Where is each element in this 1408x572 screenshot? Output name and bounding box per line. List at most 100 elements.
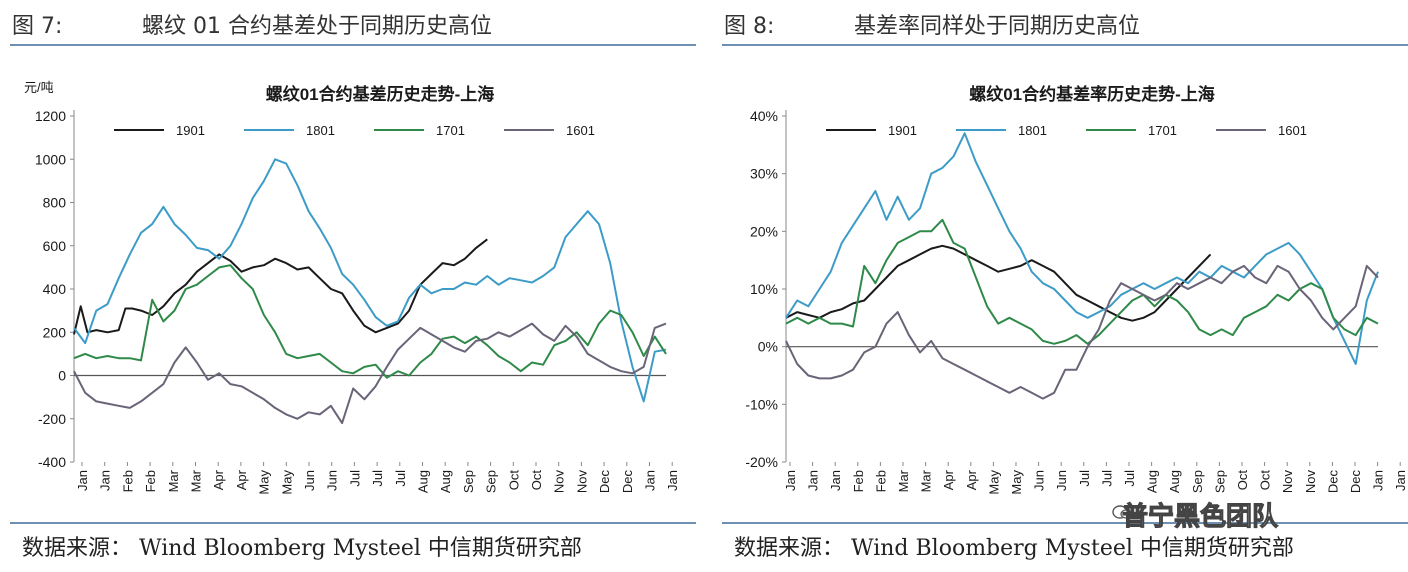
x-tick-label: Dec xyxy=(597,470,612,494)
x-tick-label: Jul xyxy=(347,470,362,487)
legend-label-1901: 1901 xyxy=(176,123,205,138)
x-tick-label: Jun xyxy=(325,470,340,491)
x-tick-label: Aug xyxy=(416,470,431,493)
x-tick-label: Jan xyxy=(665,470,680,491)
x-tick-label: Jan xyxy=(806,470,821,491)
x-tick-label: Jan xyxy=(1371,470,1386,491)
y-tick-label: 1200 xyxy=(35,108,66,124)
basis-rate-line-chart: 螺纹01合约基差率历史走势-上海 -20% -10% 0% 10% 20% 30% 40% Ja… xyxy=(745,84,1408,495)
y-tick-label: 40% xyxy=(750,108,778,124)
figure-header: 图 7: 螺纹 01 合约基差处于同期历史高位 xyxy=(12,8,492,40)
x-tick-label: Feb xyxy=(873,470,888,492)
x-tick-label: Apr xyxy=(211,469,226,490)
y-tick-label: -20% xyxy=(745,454,778,470)
x-tick-label: Oct xyxy=(506,470,521,491)
x-tick-label: Nov xyxy=(1280,470,1295,494)
series-line-1901 xyxy=(73,238,488,335)
header-rule xyxy=(722,44,1408,46)
x-tick-label: Mar xyxy=(919,469,934,492)
x-tick-label: Aug xyxy=(1145,470,1160,493)
figure-title: 基差率同样处于同期历史高位 xyxy=(854,14,1141,39)
series-line-1701 xyxy=(785,218,1379,345)
x-tick-label: May xyxy=(1009,470,1024,495)
series-line-1801 xyxy=(73,158,667,403)
y-tick-label: -200 xyxy=(38,411,66,427)
y-tick-label: 0 xyxy=(58,368,66,384)
header-rule xyxy=(10,44,696,46)
x-tick-label: Feb xyxy=(851,470,866,492)
figure-title: 螺纹 01 合约基差处于同期历史高位 xyxy=(142,14,492,39)
series-line-1601 xyxy=(73,322,667,425)
x-tick-label: Oct xyxy=(1258,470,1273,491)
y-tick-label: 800 xyxy=(43,195,67,211)
legend-label-1601: 1601 xyxy=(566,123,595,138)
x-tick-label: May xyxy=(986,470,1001,495)
series-line-1801 xyxy=(785,132,1379,365)
x-tick-label: Oct xyxy=(529,470,544,491)
legend-label-1801: 1801 xyxy=(306,123,335,138)
y-tick-label: 0% xyxy=(758,339,778,355)
x-tick-label: Jul xyxy=(1077,470,1092,487)
chart-title: 螺纹01合约基差率历史走势-上海 xyxy=(969,84,1215,104)
footer-rule xyxy=(722,522,1408,524)
x-tick-label: Sep xyxy=(461,470,476,493)
x-tick-label: Apr xyxy=(941,469,956,490)
legend-label-1701: 1701 xyxy=(436,123,465,138)
legend-label-1801: 1801 xyxy=(1018,123,1047,138)
series-line-1901 xyxy=(785,244,1212,322)
x-tick-label: Apr xyxy=(964,469,979,490)
y-tick-label: 1000 xyxy=(35,151,66,167)
x-tick-label: May xyxy=(257,470,272,495)
y-tick-label: -400 xyxy=(38,454,66,470)
x-tick-label: Jan xyxy=(828,470,843,491)
figure-header: 图 8: 基差率同样处于同期历史高位 xyxy=(724,8,1140,40)
y-tick-label: 400 xyxy=(43,281,67,297)
source-note: 数据来源： Wind Bloomberg Mysteel 中信期货研究部 xyxy=(22,536,582,561)
source-note: 数据来源： Wind Bloomberg Mysteel 中信期货研究部 xyxy=(734,536,1294,561)
y-tick-label: 20% xyxy=(750,223,778,239)
x-tick-label: Feb xyxy=(143,470,158,492)
x-tick-label: Jan xyxy=(98,470,113,491)
y-tick-label: -10% xyxy=(745,396,778,412)
legend-label-1901: 1901 xyxy=(888,123,917,138)
x-tick-label: Sep xyxy=(1212,470,1227,493)
x-tick-label: Sep xyxy=(1190,470,1205,493)
x-tick-label: Nov xyxy=(552,470,567,494)
x-tick-label: Jan xyxy=(75,470,90,491)
wechat-icon xyxy=(1112,505,1132,519)
x-tick-label: Oct xyxy=(1235,470,1250,491)
x-tick-label: Jan xyxy=(643,470,658,491)
y-tick-label: 200 xyxy=(43,324,67,340)
x-tick-label: Apr xyxy=(234,469,249,490)
series-line-1701 xyxy=(73,264,667,379)
y-tick-label: 10% xyxy=(750,281,778,297)
x-tick-label: Jun xyxy=(1032,470,1047,491)
x-tick-label: Nov xyxy=(574,470,589,494)
x-tick-label: Jul xyxy=(1122,470,1137,487)
x-tick-label: Jun xyxy=(1054,470,1069,491)
x-tick-label: Dec xyxy=(1348,470,1363,494)
figure-8-panel: 图 8: 基差率同样处于同期历史高位 螺纹01合约基差率历史走势-上海 -20% -1… xyxy=(718,0,1408,572)
figure-label: 图 7: xyxy=(12,14,63,39)
x-tick-label: Aug xyxy=(438,470,453,493)
x-tick-label: Jun xyxy=(302,470,317,491)
x-tick-label: Jul xyxy=(393,470,408,487)
legend-label-1701: 1701 xyxy=(1148,123,1177,138)
y-tick-label: 600 xyxy=(43,238,67,254)
x-tick-label: Nov xyxy=(1303,470,1318,494)
x-tick-label: Jan xyxy=(783,470,798,491)
x-tick-label: Mar xyxy=(189,469,204,492)
x-tick-label: Mar xyxy=(166,469,181,492)
series-line-1601 xyxy=(785,264,1379,400)
x-tick-label: Jul xyxy=(370,470,385,487)
x-tick-label: Mar xyxy=(896,469,911,492)
y-tick-label: 30% xyxy=(750,166,778,182)
x-tick-label: Aug xyxy=(1167,470,1182,493)
x-tick-label: Dec xyxy=(620,470,635,494)
watermark-text: 普宁黑色团队 xyxy=(1121,502,1279,533)
x-tick-label: Jan xyxy=(1393,470,1408,491)
legend-label-1601: 1601 xyxy=(1278,123,1307,138)
chart-title: 螺纹01合约基差历史走势-上海 xyxy=(266,84,495,104)
x-tick-label: May xyxy=(279,470,294,495)
footer-rule xyxy=(10,522,696,524)
